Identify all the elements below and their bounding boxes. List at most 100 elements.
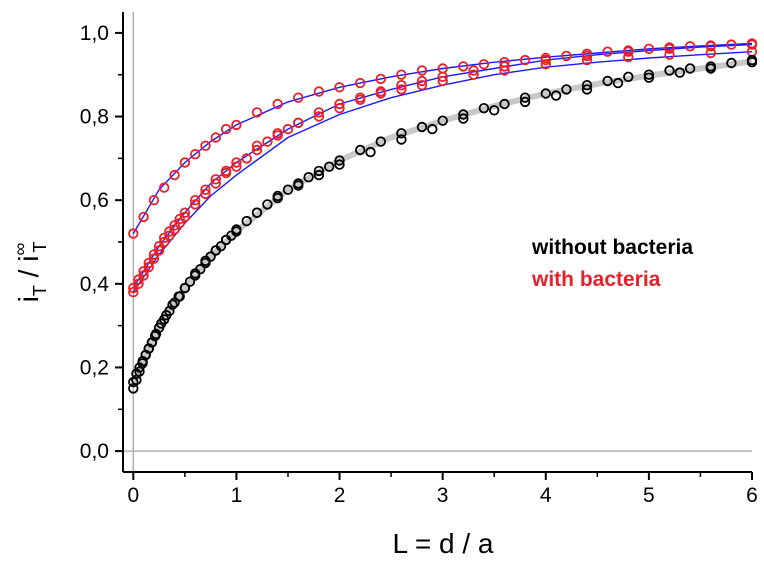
point-with-bacteria [396,69,407,80]
point-with-bacteria [468,69,479,80]
point-without-bacteria [375,136,387,147]
point-without-bacteria [313,165,325,177]
point-without-bacteria [396,134,407,145]
point-with-bacteria [153,245,165,256]
point-with-bacteria [416,65,428,76]
point-with-bacteria [458,61,469,72]
point-without-bacteria [519,96,531,108]
point-with-bacteria [158,182,170,193]
point-with-bacteria [437,75,448,87]
point-with-bacteria [468,65,479,76]
fit-curve-without-bacteria [130,58,753,386]
point-without-bacteria [519,92,531,103]
point-with-bacteria [241,153,252,164]
y-ticks: 0,0 0,2 0,4 0,6 0,8 1,0 [80,22,123,463]
point-without-bacteria [313,169,325,181]
point-with-bacteria [179,211,191,223]
point-with-bacteria [231,161,242,172]
point-without-bacteria [303,171,314,183]
point-without-bacteria [643,69,655,80]
point-with-bacteria [174,213,185,225]
point-with-bacteria [313,86,325,97]
x-tick-label: 4 [540,484,552,507]
point-with-bacteria [164,230,175,241]
y-tick-label: 0,4 [80,273,110,296]
point-with-bacteria [499,65,510,76]
point-with-bacteria [416,75,428,87]
point-with-bacteria [313,111,325,122]
point-without-bacteria [155,318,167,329]
point-with-bacteria [684,41,696,52]
x-tick-label: 5 [643,484,655,507]
point-with-bacteria [210,132,222,143]
point-with-bacteria [375,73,387,85]
point-without-bacteria [437,115,448,126]
point-with-bacteria [200,188,211,200]
y-axis-title-base: i [13,296,44,302]
point-with-bacteria [540,59,552,70]
point-with-bacteria [262,136,273,147]
point-with-bacteria [581,54,593,66]
point-with-bacteria [602,46,613,57]
point-without-bacteria [540,88,552,99]
point-without-bacteria [272,192,283,204]
point-with-bacteria [664,43,675,55]
y-tick-label: 0,0 [80,440,109,463]
point-with-bacteria [189,148,201,160]
point-without-bacteria [705,63,717,74]
x-tick-label: 3 [437,484,449,507]
y-tick-label: 0,8 [80,106,109,129]
point-with-bacteria [210,178,222,189]
point-with-bacteria [133,278,144,290]
point-without-bacteria [416,121,428,133]
point-without-bacteria [478,102,490,114]
point-without-bacteria [231,224,242,235]
point-with-bacteria [396,79,407,91]
point-with-bacteria [179,157,191,168]
point-without-bacteria [499,98,510,110]
point-with-bacteria [478,59,490,70]
point-with-bacteria [169,169,180,181]
point-without-bacteria [220,234,232,246]
y-axis-title-sep: / [13,262,44,285]
x-tick-label: 1 [231,484,243,507]
point-with-bacteria [355,77,366,89]
point-without-bacteria [612,77,624,89]
y-axis-title-sup2: ∞ [10,243,30,256]
point-with-bacteria [416,79,428,91]
point-with-bacteria [231,157,242,168]
point-with-bacteria [138,270,149,281]
point-with-bacteria [189,194,201,206]
point-with-bacteria [746,39,758,50]
point-with-bacteria [540,54,552,66]
point-with-bacteria [272,130,283,141]
point-with-bacteria [128,287,139,298]
point-without-bacteria [396,128,407,139]
point-with-bacteria [148,194,160,206]
point-with-bacteria [293,117,304,129]
point-with-bacteria [174,217,185,229]
point-with-bacteria [623,46,634,57]
point-with-bacteria [334,82,345,93]
x-tick-label: 0 [127,484,139,507]
point-with-bacteria [189,199,201,210]
point-with-bacteria [231,119,242,131]
point-without-bacteria [293,180,304,191]
point-with-bacteria [143,261,155,273]
point-with-bacteria [437,71,448,83]
point-without-bacteria [282,184,294,195]
point-without-bacteria [262,199,273,210]
point-with-bacteria [158,236,170,248]
point-without-bacteria [561,84,572,95]
point-with-bacteria [726,39,737,50]
y-tick-label: 0,6 [80,189,109,212]
point-with-bacteria [220,167,232,179]
fit-curves [130,42,753,386]
x-tick-label: 2 [334,484,346,507]
point-with-bacteria [334,98,345,110]
y-axis-title-sub2: T [30,242,50,253]
point-without-bacteria [334,159,345,170]
point-without-bacteria [150,328,162,340]
y-tick-label: 1,0 [80,22,109,45]
point-without-bacteria [623,71,634,83]
